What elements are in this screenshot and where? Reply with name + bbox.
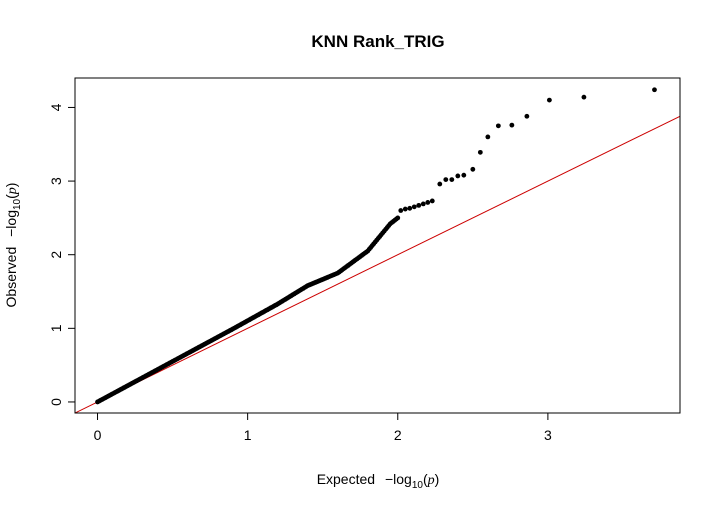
data-point (395, 215, 401, 221)
data-point (449, 177, 455, 183)
data-point (485, 134, 491, 140)
y-axis-label-sub: 10 (12, 198, 23, 210)
data-point (524, 113, 530, 119)
x-axis-label-var: p (427, 473, 435, 488)
y-axis-label-prefix: Observed (3, 247, 19, 308)
data-point (455, 173, 461, 179)
data-point (461, 172, 467, 178)
x-tick-label: 0 (94, 427, 102, 443)
x-axis-label-minus: − (385, 471, 393, 487)
y-tick-label: 3 (48, 177, 64, 185)
data-point (411, 204, 417, 210)
y-axis-label: Observed −log10(p) (3, 183, 23, 308)
x-axis-label-sub: 10 (412, 480, 424, 491)
x-axis-label-close: ) (435, 471, 440, 487)
data-point (420, 201, 426, 207)
data-point (416, 202, 422, 208)
data-point (425, 200, 431, 205)
chart-title: KNN Rank_TRIG (311, 32, 444, 51)
data-point (398, 208, 404, 213)
data-point (429, 198, 435, 204)
y-axis-label-log: log (3, 210, 19, 229)
y-axis-label-var: p (5, 187, 20, 195)
data-point (443, 177, 449, 183)
x-axis-label: Expected −log10(p) (317, 471, 440, 491)
x-tick-label: 2 (394, 427, 402, 443)
x-tick-label: 3 (544, 427, 552, 443)
x-axis: 0 1 2 3 (94, 412, 552, 443)
data-point (437, 181, 443, 187)
data-point (581, 94, 587, 100)
y-tick-label: 0 (48, 398, 64, 406)
y-axis-label-close: ) (3, 183, 19, 188)
data-point (495, 123, 501, 129)
x-axis-label-open: ( (423, 471, 428, 487)
reference-line (75, 115, 680, 413)
data-point (402, 206, 408, 212)
y-tick-label: 4 (48, 103, 64, 111)
x-tick-label: 1 (244, 427, 252, 443)
x-axis-label-log: log (393, 471, 412, 487)
y-tick-label: 1 (48, 324, 64, 332)
data-point (470, 166, 476, 172)
x-axis-label-prefix: Expected (317, 471, 375, 487)
data-point (477, 149, 483, 155)
y-axis: 0 1 2 3 4 (48, 103, 75, 406)
y-axis-label-open: ( (3, 194, 19, 199)
data-point (546, 97, 552, 103)
data-point (407, 205, 413, 211)
y-axis-label-minus: − (3, 229, 19, 237)
data-point (509, 122, 515, 128)
y-tick-label: 2 (48, 251, 64, 259)
data-point (652, 87, 657, 93)
